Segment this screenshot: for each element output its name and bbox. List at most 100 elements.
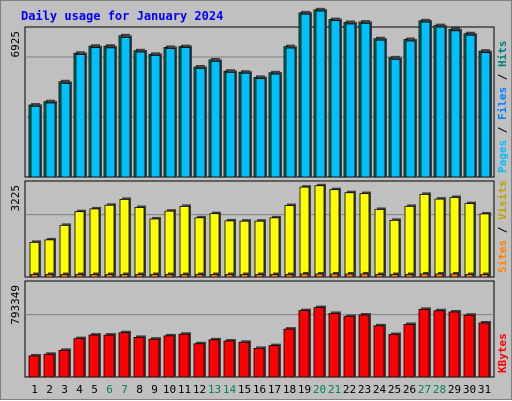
bar-kbytes-day-27: [418, 307, 431, 378]
x-tick-label-day-10: 10: [163, 383, 176, 396]
bar: [449, 197, 460, 278]
bar: [75, 274, 84, 278]
bar-files-day-10: [165, 46, 177, 178]
legend-visits-sites: Sites / Visits: [496, 180, 509, 273]
bar-files-day-11: [180, 45, 192, 178]
bar-files-day-25: [390, 57, 402, 178]
bar: [118, 332, 130, 378]
bar: [283, 328, 295, 378]
bar-visits-day-3: [59, 223, 71, 278]
bar-visits-day-27: [419, 192, 431, 278]
x-tick-label-day-12: 12: [193, 383, 206, 396]
bar: [30, 274, 39, 278]
bar: [178, 333, 190, 378]
bar: [164, 210, 175, 278]
bar: [239, 220, 250, 278]
bar-sites-day-13: [210, 272, 220, 278]
bar-kbytes-day-19: [298, 308, 311, 378]
legend-separator: /: [496, 67, 509, 87]
bar-kbytes-day-2: [43, 352, 56, 378]
bar: [420, 21, 431, 178]
bar-sites-day-11: [180, 272, 190, 278]
bar-sites-day-7: [120, 272, 130, 278]
bar-files-day-20: [315, 9, 327, 178]
legend-item-visits: Visits: [496, 180, 509, 220]
bar-visits-day-4: [74, 209, 86, 278]
bar-visits-day-26: [404, 204, 416, 278]
bar: [315, 10, 326, 178]
bar-visits-day-16: [254, 219, 266, 278]
x-tick-label-day-6: 6: [106, 383, 113, 396]
bar: [345, 273, 354, 278]
bar: [300, 13, 311, 178]
bar: [343, 316, 355, 378]
bar-visits-day-5: [89, 206, 101, 278]
bar: [255, 274, 264, 278]
bar: [300, 273, 309, 278]
bar: [208, 339, 220, 378]
bar-sites-day-26: [405, 272, 415, 278]
bar: [150, 274, 159, 278]
bar: [480, 274, 489, 278]
bar-files-day-6: [105, 45, 117, 178]
bar-files-day-19: [300, 12, 312, 178]
x-tick-label-day-31: 31: [478, 383, 491, 396]
bar-visits-day-10: [164, 209, 176, 278]
legend-hits-files-pages: Pages / Files / Hits: [496, 41, 509, 174]
bar-visits-day-24: [374, 207, 386, 278]
bar: [225, 274, 234, 278]
bar: [480, 52, 491, 178]
bar: [238, 341, 250, 378]
bar: [450, 30, 461, 178]
bar: [359, 193, 370, 278]
bar: [388, 334, 400, 378]
bar: [60, 274, 69, 278]
bar: [254, 220, 265, 278]
bar-files-day-17: [270, 72, 282, 178]
panel-kbytes: 793349 KBytes: [9, 280, 509, 378]
bar-kbytes-day-13: [208, 337, 221, 378]
x-tick-label-day-2: 2: [46, 383, 53, 396]
bar: [433, 310, 445, 378]
x-tick-label-day-26: 26: [403, 383, 416, 396]
bar: [465, 274, 474, 278]
bar-sites-day-18: [285, 272, 295, 278]
bar-visits-day-7: [119, 197, 131, 278]
bar-files-day-9: [150, 53, 162, 178]
bar: [315, 273, 324, 278]
bar-files-day-22: [345, 21, 357, 178]
bar-sites-day-2: [45, 272, 55, 278]
bar-files-day-26: [405, 39, 417, 178]
x-tick-label-day-13: 13: [208, 383, 221, 396]
legend-item-sites: Sites: [496, 240, 509, 273]
bar: [88, 334, 100, 378]
bar: [28, 355, 40, 378]
bar: [374, 209, 385, 278]
x-tick-label-day-5: 5: [91, 383, 98, 396]
bar: [163, 335, 175, 378]
bar-visits-day-18: [284, 203, 296, 278]
bar: [344, 192, 355, 278]
bar-files-day-28: [435, 25, 447, 178]
bar-visits-day-22: [344, 190, 356, 278]
bar-visits-day-20: [314, 183, 326, 278]
bar-visits-day-15: [239, 219, 251, 278]
bar-kbytes-day-29: [448, 309, 461, 378]
x-tick-label-day-18: 18: [283, 383, 296, 396]
bar: [209, 213, 220, 278]
y-max-label: 3225: [9, 185, 22, 212]
bar: [149, 218, 160, 278]
bar: [90, 274, 99, 278]
bar: [195, 68, 206, 178]
bar-kbytes-day-17: [268, 343, 281, 378]
y-max-label: 6925: [9, 31, 22, 58]
bar-files-day-21: [330, 18, 342, 178]
bar: [210, 60, 221, 178]
bar: [269, 217, 280, 278]
bar-sites-day-6: [105, 272, 115, 278]
bar: [119, 199, 130, 278]
bar-kbytes-day-7: [118, 330, 131, 378]
bar-visits-day-6: [104, 203, 116, 278]
bar: [434, 198, 445, 278]
bar-visits-day-21: [329, 187, 341, 278]
